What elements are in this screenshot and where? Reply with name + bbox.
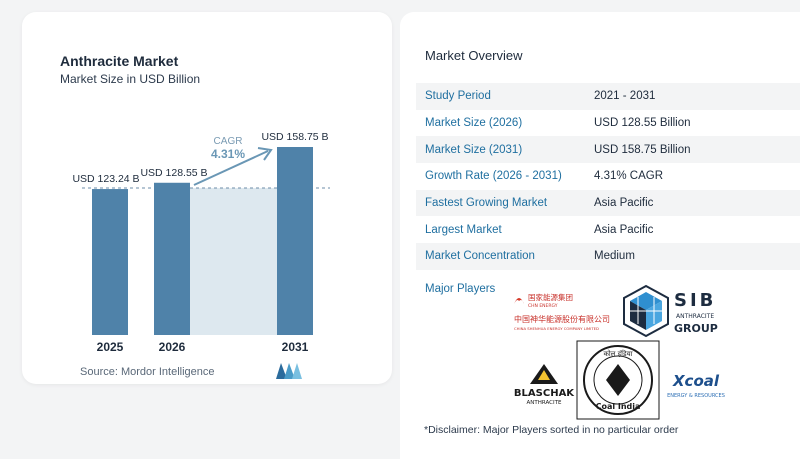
major-players-label: Major Players [425, 283, 496, 295]
coal-icon [606, 364, 630, 396]
cagr-value: 4.31% [211, 147, 245, 161]
overview-title: Market Overview [425, 48, 523, 63]
shenhua-name-sub: CHN ENERGY [528, 303, 558, 309]
overview-row: Market Size (2026) USD 128.55 Billion [416, 110, 800, 137]
overview-label: Largest Market [425, 223, 502, 236]
overview-row: Study Period 2021 - 2031 [416, 83, 800, 110]
chart-source: Source: Mordor Intelligence [80, 366, 215, 378]
forecast-region [190, 188, 278, 335]
mountain-icon [530, 364, 558, 384]
chart-title: Anthracite Market [60, 53, 179, 69]
overview-label: Study Period [425, 90, 491, 103]
overview-value: 2021 - 2031 [594, 90, 656, 103]
xcoal-sub: ENERGY & RESOURCES [667, 393, 725, 399]
coal-india-hindi: कोल इंडिया [603, 349, 632, 358]
overview-value: Asia Pacific [594, 223, 654, 236]
shenhua-name-top: 国家能源集团 [528, 292, 573, 302]
hexagon-cube-icon [623, 284, 669, 338]
overview-value: Asia Pacific [594, 197, 654, 210]
disclaimer: *Disclaimer: Major Players sorted in no … [424, 424, 679, 436]
blaschak-sub: ANTHRACITE [527, 400, 562, 406]
flame-icon [514, 298, 524, 304]
overview-label: Market Size (2031) [425, 143, 523, 156]
overview-row: Growth Rate (2026 - 2031) 4.31% CAGR [416, 163, 800, 190]
x-tick-label: 2031 [282, 340, 309, 354]
xcoal-logo: Xcoal ENERGY & RESOURCES [667, 372, 725, 399]
overview-row: Market Size (2031) USD 158.75 Billion [416, 136, 800, 164]
overview-label: Market Concentration [425, 250, 535, 263]
bar-value-label: USD 128.55 B [140, 167, 207, 179]
x-tick-label: 2026 [159, 340, 186, 354]
mordor-logo-icon [276, 363, 302, 379]
blaschak-logo: BLASCHAK ANTHRACITE [514, 364, 575, 406]
overview-row: Fastest Growing Market Asia Pacific [416, 189, 800, 217]
coal-india-name: Coal India [596, 402, 641, 411]
bar-value-label: USD 123.24 B [72, 173, 139, 185]
x-tick-label: 2025 [97, 340, 124, 354]
overview-value: USD 128.55 Billion [594, 117, 691, 130]
sib-name: SIB [674, 290, 716, 311]
sib-logo: SIB ANTHRACITE GROUP [623, 284, 718, 338]
cagr-arrow-head [257, 147, 273, 161]
sib-group: GROUP [674, 322, 718, 335]
overview-table: Study Period 2021 - 2031 Market Size (20… [416, 83, 800, 270]
bar-2026 [154, 182, 190, 335]
overview-value: USD 158.75 Billion [594, 143, 691, 156]
shenhua-name-cn: 中国神华能源股份有限公司 [514, 314, 610, 324]
overview-value: 4.31% CAGR [594, 170, 664, 183]
overview-label: Fastest Growing Market [425, 197, 548, 210]
sib-anthracite: ANTHRACITE [676, 313, 714, 320]
bar-value-label: USD 158.75 B [261, 131, 328, 143]
blaschak-name: BLASCHAK [514, 388, 575, 399]
cagr-arrow-line [193, 150, 269, 186]
overview-row: Market Concentration Medium [416, 243, 800, 270]
overview-row: Largest Market Asia Pacific [416, 216, 800, 243]
coal-india-logo: कोल इंडिया Coal India [576, 340, 660, 420]
shenhua-logo: 国家能源集团 CHN ENERGY 中国神华能源股份有限公司 CHINA SHE… [514, 292, 610, 331]
chart-subtitle: Market Size in USD Billion [60, 72, 201, 86]
shenhua-name-en: CHINA SHENHUA ENERGY COMPANY LIMITED [514, 326, 599, 331]
overview-label: Growth Rate (2026 - 2031) [425, 170, 562, 183]
overview-value: Medium [594, 250, 635, 263]
overview-label: Market Size (2026) [425, 117, 523, 130]
bar-2031 [277, 147, 313, 335]
cagr-label: CAGR [214, 136, 243, 147]
bar-2025 [92, 189, 128, 335]
xcoal-name: Xcoal [672, 372, 720, 390]
